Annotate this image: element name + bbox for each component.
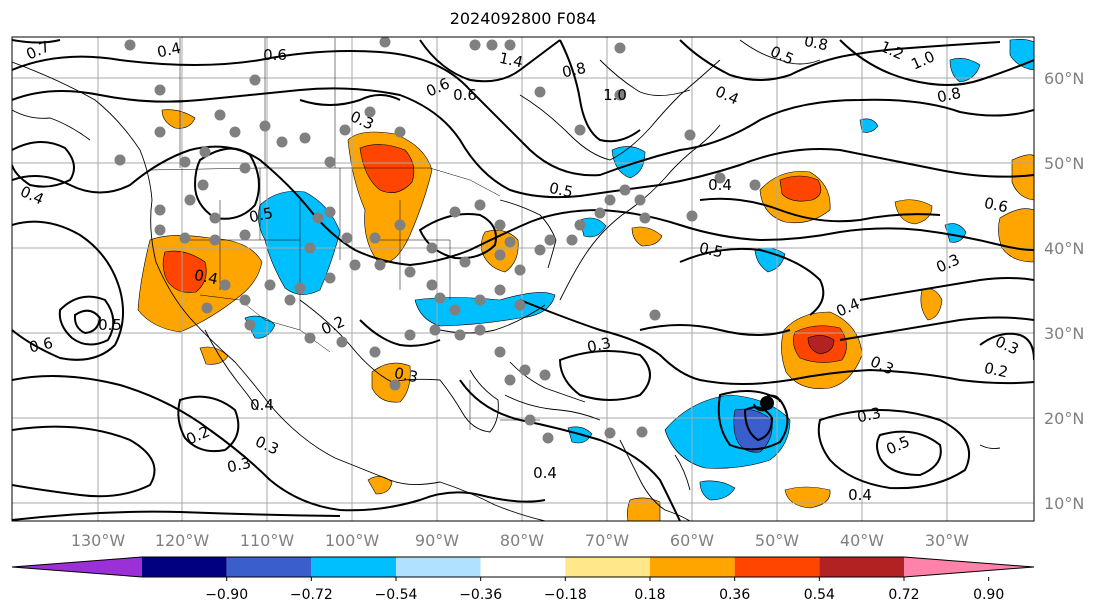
colorbar-segment	[904, 557, 1034, 577]
map-title: 2024092800 F084	[449, 9, 597, 28]
strong-positive-anomaly-region	[779, 175, 822, 202]
contour-label: 0.4	[250, 396, 274, 414]
contour-label: 0.5	[547, 179, 574, 202]
positive-anomaly-region	[920, 288, 943, 321]
latitude-label: 10°N	[1044, 494, 1084, 513]
contour-label: 0.2	[982, 359, 1009, 382]
contour-label: 0.3	[855, 404, 882, 427]
longitude-label: 80°W	[500, 531, 544, 550]
positive-anomaly-region	[627, 497, 661, 521]
colorbar-segment	[396, 557, 481, 577]
contour-label: 0.4	[192, 266, 219, 289]
storm-symbol	[753, 394, 781, 412]
colorbar-tick-label: 0.90	[973, 587, 1004, 603]
contour-lines	[12, 39, 1034, 521]
contour-label: 0.3	[225, 454, 252, 477]
shaded-anomalies	[137, 39, 1034, 521]
longitude-label: 130°W	[71, 531, 126, 550]
longitude-label: 40°W	[840, 531, 884, 550]
negative-anomaly-region	[949, 58, 981, 83]
colorbar-segment	[480, 557, 566, 577]
contour-label: 0.8	[802, 32, 829, 55]
colorbar-segment	[650, 557, 735, 577]
longitude-label: 110°W	[240, 531, 295, 550]
dark-positive-anomaly-region	[807, 335, 835, 355]
longitude-label: 120°W	[155, 531, 210, 550]
contour-label: 0.8	[935, 84, 962, 107]
colorbar-segment	[311, 557, 396, 577]
negative-anomaly-region	[699, 480, 736, 501]
contour-label: 1.4	[497, 49, 524, 72]
map-frame	[11, 36, 1035, 522]
longitude-axis: 130°W 120°W 110°W 100°W 90°W 80°W 70°W 60°W 50°W…	[71, 531, 969, 550]
longitude-label: 30°W	[925, 531, 969, 550]
colorbar-segment	[12, 557, 142, 577]
contour-label: 0.4	[848, 486, 872, 504]
colorbar-tick-label: −0.36	[459, 587, 502, 603]
positive-anomaly-region	[161, 109, 196, 129]
colorbar-tick-label: 0.72	[888, 587, 919, 603]
colorbar-segment	[565, 557, 650, 577]
negative-anomaly-region-2	[733, 408, 773, 453]
negative-anomaly-region	[579, 217, 607, 238]
positive-anomaly-region	[894, 199, 933, 225]
contour-label: 0.5	[98, 316, 122, 334]
longitude-label: 70°W	[585, 531, 629, 550]
longitude-label: 90°W	[415, 531, 459, 550]
map-plot-area: 0.7 0.4 0.60.8 1.2 1.00.80.60.50.30.20.30.40…	[12, 32, 1034, 521]
contour-label: 0.6	[263, 46, 287, 64]
contour-label: 0.4	[533, 464, 557, 482]
latitude-label: 40°N	[1044, 239, 1084, 258]
contour-label: 0.3	[392, 364, 419, 387]
contour-label: 0.8	[560, 59, 587, 82]
colorbar-outline	[11, 556, 1035, 578]
latitude-axis: 60°N 50°N 40°N 30°N 20°N 10°N	[1044, 69, 1084, 513]
positive-anomaly-region	[1011, 154, 1034, 201]
contour-label: 0.6	[982, 194, 1009, 217]
colorbar-tick-label: 0.18	[634, 587, 665, 603]
contour-label: 0.4	[155, 39, 182, 62]
longitude-label: 60°W	[670, 531, 714, 550]
longitude-label: 100°W	[325, 531, 380, 550]
colorbar-tick-label: −0.54	[375, 587, 418, 603]
colorbar: −0.90 −0.72 −0.54 −0.36 −0.18 0.18 0.36 0.54 0.7…	[11, 556, 1035, 603]
contour-label: 0.4	[708, 176, 732, 194]
colorbar-segment	[226, 557, 312, 577]
colorbar-segment	[734, 557, 820, 577]
colorbar-tick-label: 0.54	[804, 587, 835, 603]
contour-label: 0.6	[27, 334, 54, 357]
positive-anomaly-region	[367, 476, 393, 495]
strong-positive-anomaly-region	[162, 250, 207, 293]
contour-label: 1.0	[603, 86, 627, 104]
latitude-label: 20°N	[1044, 409, 1084, 428]
colorbar-tick-label: −0.18	[544, 587, 587, 603]
colorbar-tick-label: −0.90	[205, 587, 248, 603]
longitude-label: 50°W	[755, 531, 799, 550]
strong-positive-anomaly-region	[359, 144, 415, 193]
contour-label: 0.5	[697, 239, 724, 262]
positive-anomaly-region	[631, 226, 663, 247]
colorbar-segment	[819, 557, 904, 577]
colorbar-tick-label: −0.72	[290, 587, 333, 603]
latitude-label: 50°N	[1044, 154, 1084, 173]
colorbar-segment	[142, 557, 227, 577]
negative-anomaly-region	[859, 118, 879, 133]
latitude-label: 30°N	[1044, 324, 1084, 343]
latitude-label: 60°N	[1044, 69, 1084, 88]
negative-anomaly-region	[944, 223, 967, 243]
station-dots	[114, 37, 761, 444]
contour-label: 0.3	[585, 334, 612, 357]
contour-label: 0.5	[247, 204, 274, 227]
contour-label: 0.6	[453, 86, 477, 104]
colorbar-tick-label: 0.36	[719, 587, 750, 603]
